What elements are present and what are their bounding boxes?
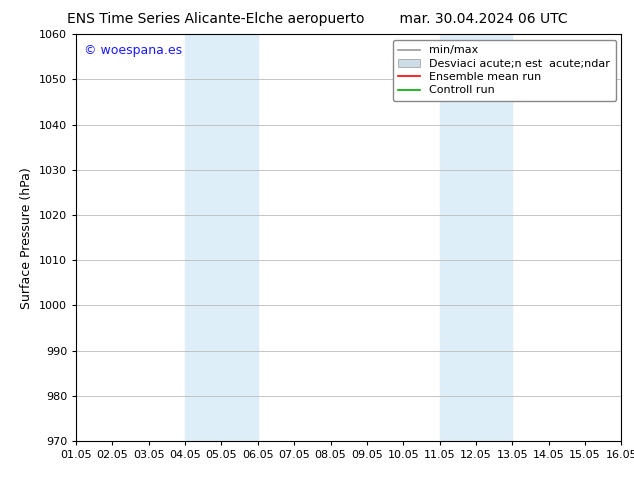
Text: ENS Time Series Alicante-Elche aeropuerto        mar. 30.04.2024 06 UTC: ENS Time Series Alicante-Elche aeropuert… — [67, 12, 567, 26]
Legend: min/max, Desviaci acute;n est  acute;ndar, Ensemble mean run, Controll run: min/max, Desviaci acute;n est acute;ndar… — [392, 40, 616, 101]
Text: © woespana.es: © woespana.es — [84, 45, 183, 57]
Bar — [439, 34, 512, 441]
Y-axis label: Surface Pressure (hPa): Surface Pressure (hPa) — [20, 167, 34, 309]
Bar — [185, 34, 258, 441]
